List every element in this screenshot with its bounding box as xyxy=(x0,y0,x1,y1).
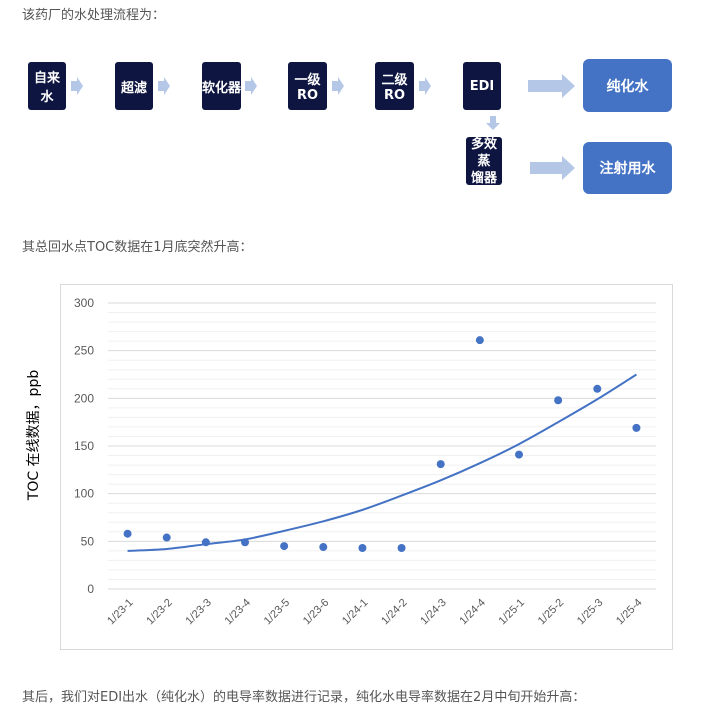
intro-text: 该药厂的水处理流程为： xyxy=(22,8,166,23)
x-tick-label: 1/23-3 xyxy=(183,597,214,628)
y-tick-label: 0 xyxy=(87,582,94,596)
arrow-right-icon xyxy=(528,74,575,98)
toc-chart: 0 50 100 150 200 250 300 1/23-1 1/23-2 1/23-3 1/23… xyxy=(60,284,673,650)
y-tick-label: 250 xyxy=(74,344,94,358)
data-point xyxy=(436,460,445,469)
x-tick-label: 1/24-1 xyxy=(340,597,371,628)
flow-step-ultrafiltration: 超滤 xyxy=(115,62,153,110)
data-point xyxy=(162,533,171,542)
flow-step-edi: EDI xyxy=(463,62,501,110)
x-tick-label: 1/24-4 xyxy=(457,597,488,628)
x-tick-label: 1/25-3 xyxy=(575,597,606,628)
data-point xyxy=(475,336,484,345)
x-tick-label: 1/23-6 xyxy=(301,597,332,628)
data-point xyxy=(554,396,563,405)
data-point xyxy=(319,543,328,552)
output-injection-water: 注射用水 xyxy=(583,142,672,194)
arrow-right-icon xyxy=(419,77,431,95)
y-tick-label: 150 xyxy=(74,439,94,453)
x-tick-label: 1/23-1 xyxy=(105,597,136,628)
data-point xyxy=(241,538,249,547)
x-tick-label: 1/24-3 xyxy=(418,597,449,628)
arrow-right-icon xyxy=(158,77,170,95)
x-tick-label: 1/23-4 xyxy=(223,597,254,628)
y-tick-label: 100 xyxy=(74,487,94,501)
flow-step-distiller: 多效蒸 馏器 xyxy=(466,137,502,186)
arrow-right-icon xyxy=(530,156,575,180)
arrow-right-icon xyxy=(332,77,344,95)
data-point xyxy=(280,542,289,551)
x-tick-label: 1/23-2 xyxy=(144,597,175,628)
flow-step-ro2: 二级RO xyxy=(375,62,414,110)
x-tick-label: 1/25-4 xyxy=(614,597,645,628)
data-point xyxy=(593,384,602,393)
flow-arrows xyxy=(71,74,575,180)
y-tick-label: 50 xyxy=(81,534,95,548)
chart-svg: 0 50 100 150 200 250 300 1/23-1 1/23-2 1/23-3 1/23… xyxy=(74,296,656,628)
arrow-right-icon xyxy=(245,77,257,95)
flow-step-softener: 软化器 xyxy=(202,62,241,110)
y-axis-label: TOC 在线数据，ppb xyxy=(26,369,42,501)
x-tick-label: 1/23-5 xyxy=(262,597,293,628)
arrow-right-icon xyxy=(71,77,83,95)
y-tick-label: 200 xyxy=(74,391,94,405)
toc-text: 其总回水点TOC数据在1月底突然升高： xyxy=(22,240,253,255)
footer-text: 其后，我们对EDI出水（纯化水）的电导率数据进行记录，纯化水电导率数据在2月中旬… xyxy=(22,690,586,705)
x-tick-label: 1/25-2 xyxy=(536,597,567,628)
data-point xyxy=(123,529,132,538)
data-point xyxy=(201,538,210,547)
data-point xyxy=(515,450,523,459)
data-point xyxy=(632,423,641,432)
flow-step-ro1: 一级RO xyxy=(288,62,327,110)
x-tick-label: 1/25-1 xyxy=(497,597,528,628)
data-point xyxy=(397,544,406,553)
flow-step-tap-water: 自来水 xyxy=(28,62,66,110)
data-point xyxy=(358,544,367,553)
output-purified-water: 纯化水 xyxy=(583,59,672,112)
y-tick-label: 300 xyxy=(74,296,94,310)
arrow-down-icon xyxy=(486,116,500,130)
x-tick-label: 1/24-2 xyxy=(379,597,410,628)
